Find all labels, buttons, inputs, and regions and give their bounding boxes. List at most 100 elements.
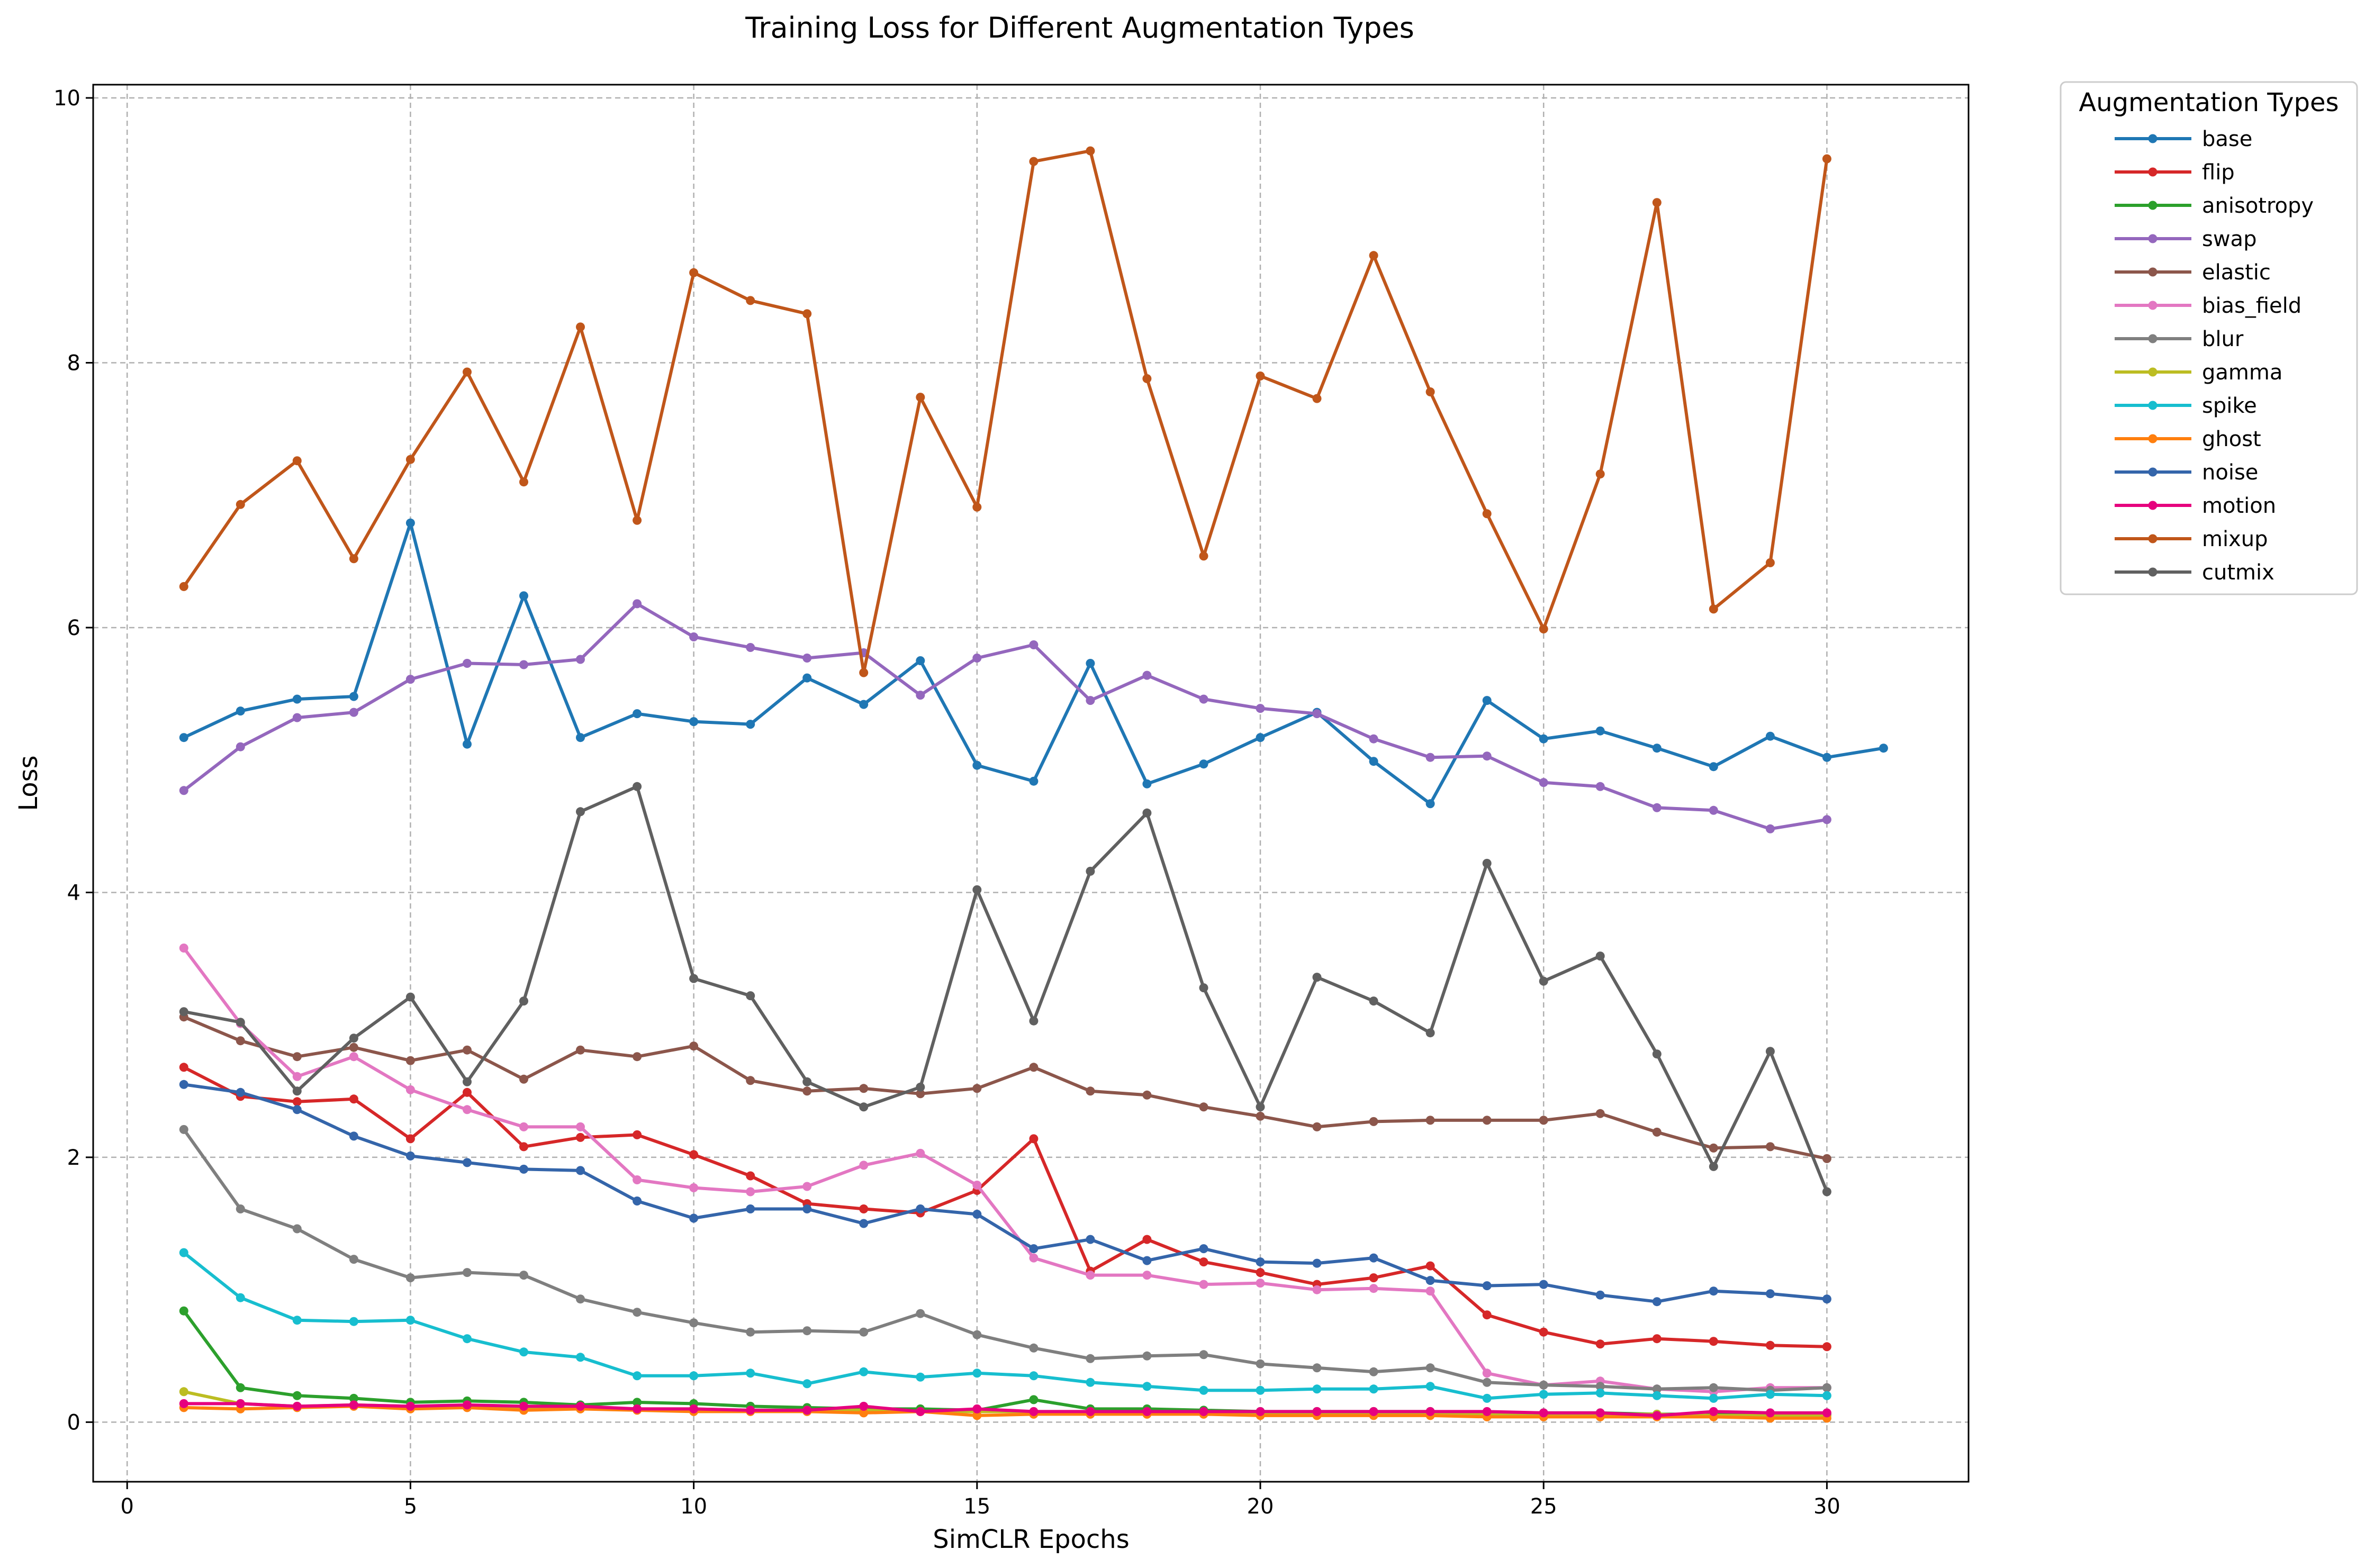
data-point [972,1404,982,1413]
data-point [689,974,699,983]
data-point [1709,1162,1718,1171]
y-tick-label: 6 [67,616,80,640]
data-point [236,1204,245,1213]
data-point [1482,1281,1492,1291]
data-point [349,692,358,701]
data-point [1256,1359,1265,1368]
data-point [633,1197,642,1206]
data-point [1142,1090,1152,1100]
data-point [1539,624,1548,633]
y-tick-label: 10 [53,86,80,111]
data-point [1709,1407,1718,1416]
data-point [1595,782,1605,791]
data-point [1029,1395,1039,1404]
data-point [1822,1187,1831,1197]
legend-label: spike [2202,394,2257,418]
data-point [1029,1063,1039,1072]
data-point [349,1400,358,1410]
data-point [1709,1286,1718,1296]
data-point [236,1399,245,1408]
data-point [463,367,472,377]
legend-item: bias_field [2115,294,2301,318]
data-point [633,709,642,719]
data-point [349,554,358,564]
data-point [292,456,302,466]
legend-label: flip [2202,160,2235,185]
y-axis-label: Loss [14,755,43,811]
legend-swatch-marker [2148,267,2158,277]
data-point [463,1045,472,1055]
data-point [1029,157,1039,166]
data-point [916,1204,925,1213]
data-point [859,700,869,709]
data-point [179,1063,188,1072]
data-point [689,1183,699,1192]
plot-frame [92,84,1970,1483]
x-tick-label: 20 [1247,1494,1274,1519]
data-point [1482,509,1492,519]
data-point [1539,1408,1548,1418]
data-point [1086,1407,1095,1416]
data-point [972,1411,982,1420]
legend-item: base [2115,127,2252,151]
data-point [689,632,699,641]
data-point [1086,1235,1095,1244]
data-point [292,1097,302,1107]
data-point [972,1210,982,1219]
data-point [802,1182,812,1191]
data-point [405,518,415,528]
legend-item: elastic [2115,260,2271,285]
data-point [802,1086,812,1096]
x-tick-label: 5 [404,1494,417,1519]
data-point [179,733,188,742]
data-point [689,1404,699,1413]
data-point [1312,1363,1322,1373]
data-point [1142,1256,1152,1265]
data-point [633,1371,642,1381]
x-tick-label: 25 [1530,1494,1557,1519]
data-point [972,1330,982,1339]
data-point [1029,1407,1039,1416]
series-line [183,1083,1827,1303]
data-point [916,1089,925,1099]
data-point [576,1353,585,1362]
legend-label: swap [2202,227,2256,251]
data-point [859,1204,869,1213]
data-point [1765,1390,1775,1399]
data-point [1142,1271,1152,1280]
data-point [1595,1408,1605,1418]
data-point [405,455,415,464]
legend-item: anisotropy [2115,194,2314,218]
data-point [519,1142,528,1152]
data-point [179,1306,188,1316]
y-tick-label: 8 [67,351,80,375]
data-point [179,1248,188,1257]
data-point [689,717,699,727]
data-point [1199,759,1208,769]
data-point [463,1334,472,1344]
x-tick-label: 15 [963,1494,990,1519]
data-point [292,713,302,722]
legend-item: spike [2115,394,2257,418]
data-point [292,1224,302,1234]
data-point [1822,154,1831,164]
series-spike [179,1248,1831,1403]
data-point [405,1273,415,1283]
data-point [1142,1351,1152,1361]
data-point [236,500,245,509]
data-point [1765,1047,1775,1056]
data-point [519,1122,528,1131]
data-point [179,1399,188,1408]
data-point [916,656,925,665]
data-point [349,1094,358,1104]
data-point [746,296,755,305]
legend-swatch-marker [2148,567,2158,577]
data-point [576,1122,585,1131]
data-point [236,1383,245,1392]
legend-swatch-marker [2148,467,2158,477]
data-point [1199,1257,1208,1267]
data-point [802,1379,812,1389]
data-point [463,1158,472,1167]
data-point [1652,198,1662,207]
legend-item: ghost [2115,427,2261,451]
